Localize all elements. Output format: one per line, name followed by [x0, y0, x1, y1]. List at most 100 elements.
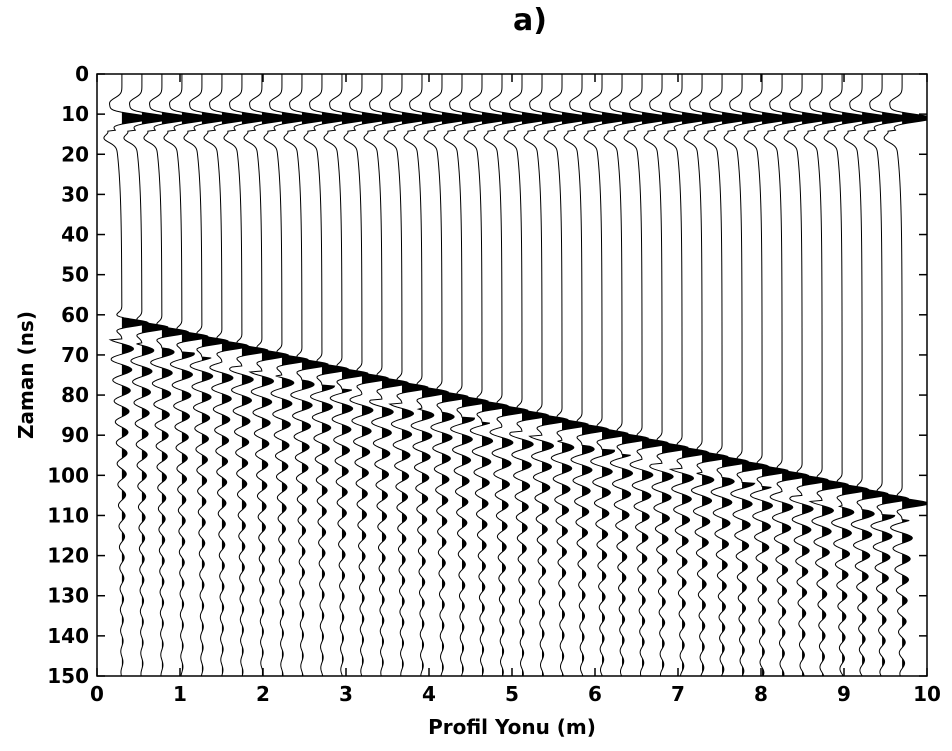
trace-line [343, 74, 393, 676]
trace-fill [642, 74, 672, 676]
trace-line [723, 74, 773, 676]
y-tick-label: 30 [61, 182, 89, 206]
trace-fill [502, 74, 532, 676]
trace-line [283, 74, 333, 676]
trace-line [703, 74, 753, 676]
trace-fill [682, 74, 712, 676]
trace-fill [161, 74, 192, 676]
x-axis-label: Profil Yonu (m) [428, 715, 596, 739]
trace-fill [622, 74, 652, 676]
trace-line [303, 74, 353, 676]
x-tick-label: 0 [90, 682, 104, 706]
trace-fill [542, 74, 572, 676]
x-tick-label: 4 [422, 682, 436, 706]
x-tick-label: 10 [913, 682, 941, 706]
y-tick-label: 60 [61, 303, 89, 327]
trace-line [363, 74, 413, 676]
trace-fill [702, 74, 732, 676]
trace-line [243, 74, 293, 676]
trace-fill [762, 74, 792, 676]
x-tick-label: 5 [505, 682, 519, 706]
trace-line [223, 74, 273, 676]
y-tick-label: 140 [47, 624, 89, 648]
trace-line [503, 74, 553, 676]
trace-fill [822, 74, 852, 676]
trace-fill [802, 74, 832, 676]
trace-line [743, 74, 793, 676]
trace-line [483, 74, 533, 676]
x-tick-label: 8 [754, 682, 768, 706]
trace-line [163, 74, 213, 676]
y-tick-label: 50 [61, 263, 89, 287]
trace-line [863, 74, 913, 676]
trace-fill [461, 74, 492, 676]
trace-fill [221, 74, 252, 676]
trace-line [603, 74, 653, 676]
trace-line [123, 74, 173, 676]
trace-line [423, 74, 473, 676]
trace-fill [261, 74, 292, 676]
traces-group [103, 74, 927, 676]
x-tick-label: 7 [671, 682, 685, 706]
trace-line [843, 74, 893, 676]
x-tick-label: 3 [339, 682, 353, 706]
trace-fill [401, 74, 432, 676]
trace-line [143, 74, 193, 676]
trace-line [803, 74, 853, 676]
trace-line [623, 74, 673, 676]
trace-fill [421, 74, 452, 676]
trace-fill [281, 74, 312, 676]
trace-fill [582, 74, 612, 676]
y-tick-label: 70 [61, 343, 89, 367]
y-axis: 0 10 20 30 40 50 60 70 80 90 100 110 120 130 140 150 [47, 62, 927, 688]
y-axis-label: Zaman (ns) [14, 311, 38, 439]
trace-line [783, 74, 833, 676]
trace-fill [662, 74, 692, 676]
trace-line [583, 74, 633, 676]
y-tick-label: 0 [75, 62, 89, 86]
trace-line [203, 74, 253, 676]
trace-fill [381, 74, 412, 676]
trace-fill [341, 74, 372, 676]
trace-fill [782, 74, 812, 676]
x-tick-label: 1 [173, 682, 187, 706]
trace-fill [301, 74, 332, 676]
trace-fill [522, 74, 552, 676]
trace-fill [862, 74, 892, 676]
trace-line [183, 74, 233, 676]
y-tick-label: 20 [61, 142, 89, 166]
trace-line [463, 74, 513, 676]
trace-fill [361, 74, 392, 676]
x-tick-label: 6 [588, 682, 602, 706]
y-tick-label: 110 [47, 503, 89, 527]
chart-title: a) [513, 3, 547, 38]
trace-fill [562, 74, 592, 676]
trace-line [563, 74, 613, 676]
trace-line [643, 74, 693, 676]
trace-line [263, 74, 313, 676]
y-tick-label: 40 [61, 223, 89, 247]
trace-line [883, 74, 927, 676]
y-tick-label: 10 [61, 102, 89, 126]
y-tick-label: 130 [47, 584, 89, 608]
trace-line [103, 74, 153, 676]
x-tick-label: 2 [256, 682, 270, 706]
trace-fill [481, 74, 512, 676]
trace-fill [602, 74, 632, 676]
trace-line [523, 74, 573, 676]
trace-line [823, 74, 873, 676]
trace-line [683, 74, 733, 676]
x-tick-label: 9 [837, 682, 851, 706]
x-axis: 0 1 2 3 4 5 6 7 8 9 10 [90, 74, 941, 706]
trace-line [403, 74, 453, 676]
trace-fill [742, 74, 772, 676]
y-tick-label: 150 [47, 664, 89, 688]
y-tick-label: 90 [61, 423, 89, 447]
y-tick-label: 80 [61, 383, 89, 407]
trace-fill [201, 74, 232, 676]
trace-line [443, 74, 493, 676]
trace-line [543, 74, 593, 676]
y-tick-label: 120 [47, 544, 89, 568]
trace-line [663, 74, 713, 676]
